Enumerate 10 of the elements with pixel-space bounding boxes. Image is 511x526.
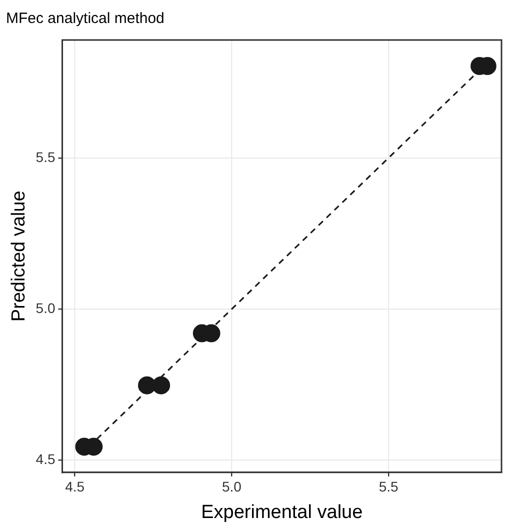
x-axis-title: Experimental value [201, 502, 363, 523]
x-tick-label: 5.5 [378, 478, 398, 495]
y-axis-title: Predicted value [8, 190, 30, 322]
x-tick-label: 4.5 [65, 478, 85, 495]
chart-title: MFec analytical method [6, 10, 164, 28]
y-tick-label: 5.0 [36, 300, 56, 316]
y-tick-label: 4.5 [36, 451, 56, 468]
x-tick-label: 5.0 [222, 478, 242, 495]
point [152, 376, 170, 394]
y-tick-label: 5.5 [36, 148, 56, 165]
